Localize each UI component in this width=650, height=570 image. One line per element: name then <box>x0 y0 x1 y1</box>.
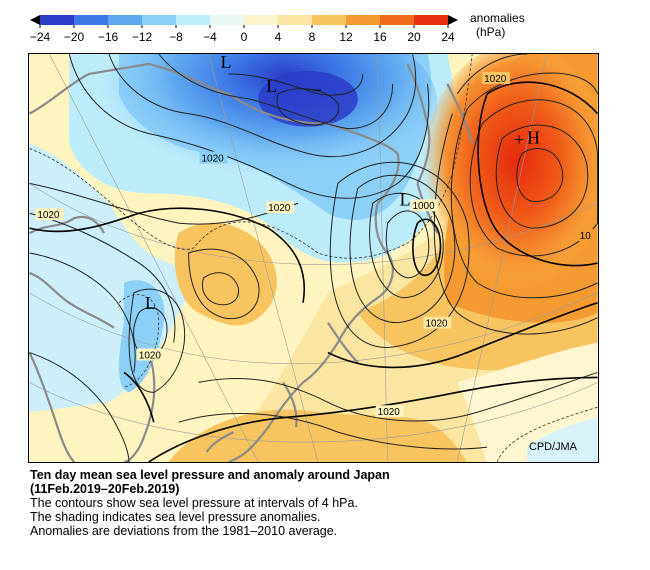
positive-anomaly-south <box>168 409 468 462</box>
contour-label: 1020 <box>202 153 225 164</box>
contour-label: 1020 <box>484 74 507 85</box>
scale-label-units: (hPa) <box>476 25 505 39</box>
caption-shading-note: The shading indicates sea level pressure… <box>30 510 321 524</box>
contour-labels: 1020 1020 1020 1000 1020 1020 1020 1020 … <box>35 71 598 418</box>
contour-label: 1020 <box>139 351 162 362</box>
caption-baseline-note: Anomalies are deviations from the 1981–2… <box>30 524 338 538</box>
negative-anomaly-southeast-corner <box>526 417 598 462</box>
contour-label: 1020 <box>268 203 291 214</box>
color-scale-box <box>142 15 176 25</box>
positive-anomaly-core <box>422 54 598 303</box>
contour-label: 1000 <box>413 201 436 212</box>
contour-label: 1020 <box>425 319 448 330</box>
color-scale-tick-label: −20 <box>64 30 85 44</box>
negative-anomaly-core-inner <box>258 70 358 127</box>
caption-contours-note: The contours show sea level pressure at … <box>30 496 358 510</box>
color-scale-tick-label: −8 <box>169 30 183 44</box>
low-center-1: L <box>220 53 231 72</box>
isobars <box>29 54 598 462</box>
color-scale-tick-label: 16 <box>373 30 387 44</box>
caption-period: (11Feb.2019–20Feb.2019) <box>30 482 180 496</box>
color-scale-box <box>346 15 380 25</box>
color-scale-box <box>40 15 74 25</box>
pressure-anomaly-map: 1020 1020 1020 1000 1020 1020 1020 1020 … <box>28 53 599 463</box>
color-scale-box <box>244 15 278 25</box>
color-scale-boxes <box>40 15 448 25</box>
color-scale-tick-label: −16 <box>98 30 119 44</box>
color-scale-box <box>210 15 244 25</box>
contour-label: 1020 <box>378 407 401 418</box>
color-scale-tick-label: −24 <box>30 30 51 44</box>
anomaly-minimum-mark: − <box>312 80 322 100</box>
color-scale-tick-label: −4 <box>203 30 217 44</box>
isobars-bold <box>29 81 598 462</box>
color-scale-tick-label: 4 <box>275 30 282 44</box>
color-scale-box <box>414 15 448 25</box>
low-center-2: L <box>266 76 277 96</box>
color-scale-tick-label: 20 <box>407 30 421 44</box>
anomaly-maximum-mark: + <box>514 130 524 150</box>
coastline <box>29 62 474 462</box>
color-scale-box <box>176 15 210 25</box>
scale-arrow-left <box>30 15 40 25</box>
color-scale-tick-label: 0 <box>241 30 248 44</box>
map-caption: Ten day mean sea level pressure and anom… <box>30 468 630 538</box>
color-scale-tick-label: −12 <box>132 30 153 44</box>
color-scale-tick-label: 24 <box>441 30 455 44</box>
scale-label-anomalies: anomalies <box>470 11 525 25</box>
color-scale-box <box>108 15 142 25</box>
color-scale-box <box>380 15 414 25</box>
pressure-centers: L L − L L + H <box>145 53 540 313</box>
contour-label: 10 <box>580 231 592 242</box>
color-scale-ticks: −24 −20 −16 −12 −8 −4 0 4 8 12 16 20 24 <box>30 25 455 44</box>
anomaly-color-scale: −24 −20 −16 −12 −8 −4 0 4 8 12 16 20 24 anomalies (h… <box>30 11 525 44</box>
low-center-3: L <box>400 189 411 209</box>
color-scale-tick-label: 12 <box>339 30 353 44</box>
graticule <box>29 54 598 462</box>
color-scale-box <box>312 15 346 25</box>
contour-label: 1020 <box>37 210 60 221</box>
color-scale-box <box>278 15 312 25</box>
color-scale-box <box>74 15 108 25</box>
low-center-4: L <box>145 293 156 313</box>
map-credit: CPD/JMA <box>529 441 578 453</box>
high-center: H <box>527 128 540 148</box>
caption-title: Ten day mean sea level pressure and anom… <box>30 468 390 482</box>
color-scale-tick-label: 8 <box>309 30 316 44</box>
scale-arrow-right <box>448 15 458 25</box>
